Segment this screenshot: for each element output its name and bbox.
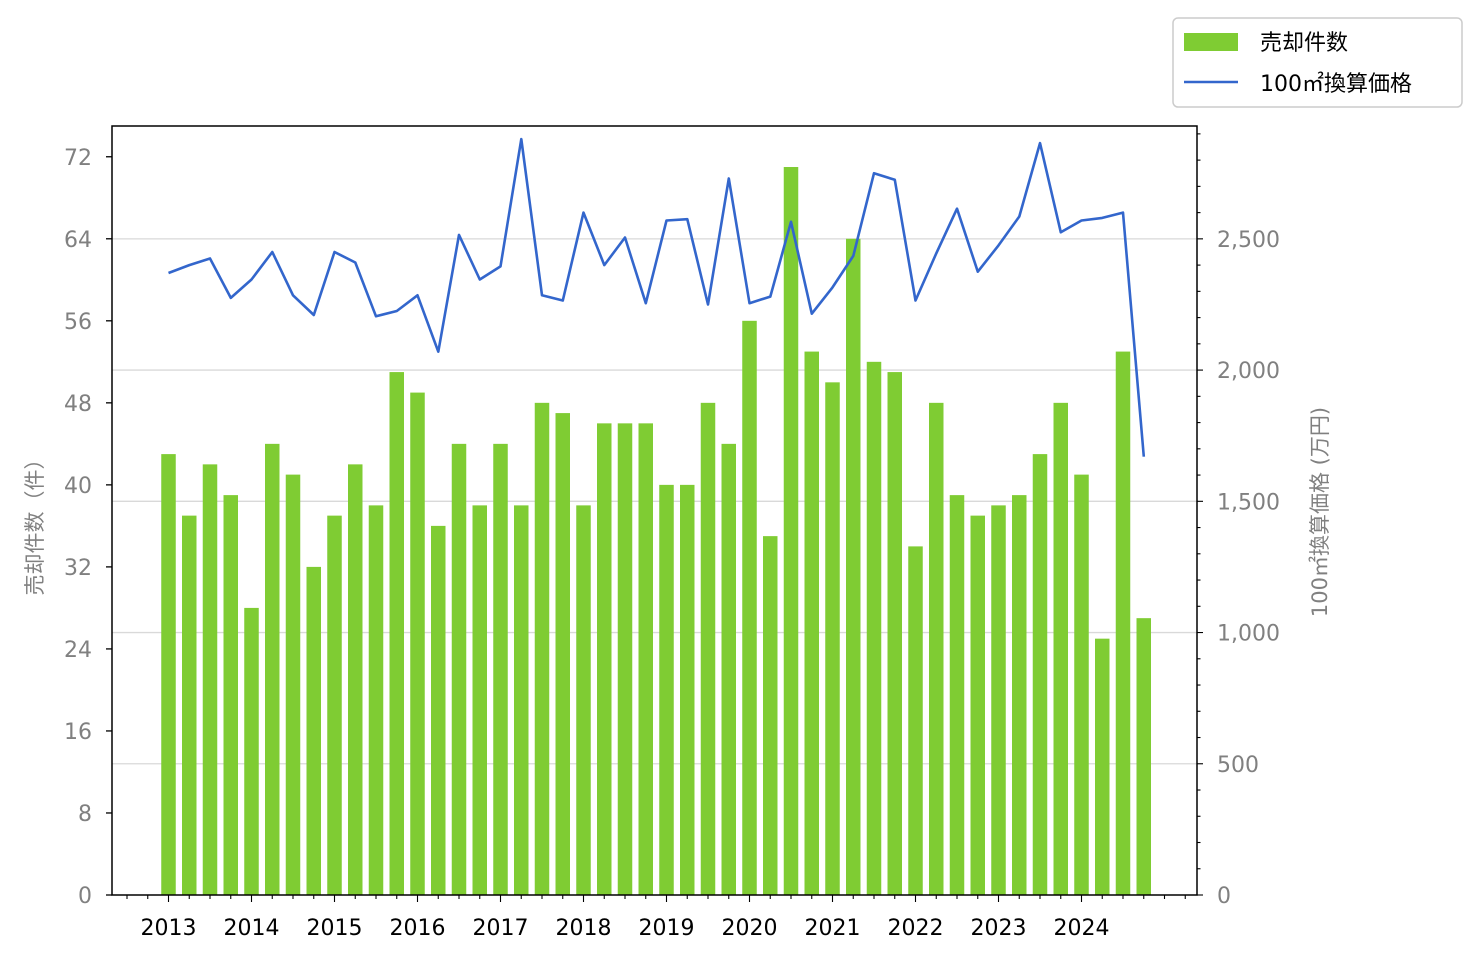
legend-label-line: 100㎡換算価格 [1260,71,1412,97]
left-tick-label: 40 [64,474,92,499]
bar [680,484,695,895]
bar [908,546,923,895]
left-axis-title: 売却件数（件） [23,449,47,596]
bar [451,443,467,895]
left-tick-label: 72 [64,146,92,171]
bar [306,566,321,895]
bar [991,505,1006,895]
bar [472,505,487,895]
left-tick-label: 32 [64,556,92,581]
legend-label-bars: 売却件数 [1260,31,1348,56]
x-tick-label: 2018 [556,916,612,941]
bar [1012,495,1027,895]
right-tick-label: 0 [1217,884,1231,909]
right-tick-label: 1,000 [1217,622,1280,647]
x-tick-label: 2015 [307,916,363,941]
bar [576,505,591,895]
bar-series [161,167,1151,896]
bar [410,392,425,895]
left-tick-label: 64 [64,228,92,253]
bar [555,413,570,895]
x-tick-label: 2021 [805,916,861,941]
legend-bar-swatch [1184,33,1238,51]
bar [1053,402,1068,895]
legend-box [1172,17,1463,108]
bar [617,423,633,895]
left-tick-label: 16 [64,720,92,745]
bar [846,238,861,895]
x-tick-label: 2020 [722,916,778,941]
x-tick-label: 2014 [224,916,280,941]
bar [742,320,757,895]
legend: 売却件数 100㎡換算価格 [1172,17,1463,108]
bar [887,372,902,896]
bar [285,474,301,895]
bar [348,464,363,895]
bar [721,443,736,895]
left-tick-label: 48 [64,392,92,417]
bar [783,167,799,896]
bar [244,607,259,895]
bar [202,464,218,895]
left-tick-label: 56 [64,310,92,335]
bar [431,525,446,895]
bar [804,351,819,895]
bar [514,505,529,895]
right-tick-label: 1,500 [1217,490,1280,515]
left-tick-label: 8 [78,802,92,827]
bar [161,454,176,895]
bar [659,484,674,895]
bar [866,361,882,895]
bar [1115,351,1131,895]
right-tick-label: 2,500 [1217,228,1280,253]
price-line [168,137,1146,457]
bar [638,423,653,895]
bar [368,505,384,895]
x-tick-label: 2016 [390,916,446,941]
bar [1074,474,1089,895]
bar [493,443,508,895]
left-tick-label: 24 [64,638,92,663]
left-tick-label: 0 [78,884,92,909]
bar [825,382,840,895]
x-tick-label: 2013 [141,916,197,941]
right-axis-title: 100㎡換算価格 (万円) [1308,407,1332,617]
right-tick-label: 2,000 [1217,359,1280,384]
bar [1136,618,1151,895]
bar [763,536,778,895]
bar [1032,454,1048,895]
x-tick-label: 2017 [473,916,529,941]
bar [970,515,985,895]
bar [1095,638,1110,895]
bar [265,443,280,895]
bar [929,402,944,895]
bar [389,372,404,896]
x-tick-label: 2019 [639,916,695,941]
bar [223,495,238,895]
bar [182,515,197,895]
bar [949,495,965,895]
right-tick-label: 500 [1217,753,1259,778]
x-tick-label: 2022 [888,916,944,941]
plot-frame [111,125,1198,896]
bar [327,515,342,895]
bar [597,423,612,895]
axes: 0 8 16 24 32 40 48 56 64 72 0 500 1,000 1,500 2,000 2,5… [64,133,1280,941]
bar [534,402,550,895]
x-tick-label: 2024 [1054,916,1110,941]
bar [700,402,716,895]
x-tick-label: 2023 [971,916,1027,941]
